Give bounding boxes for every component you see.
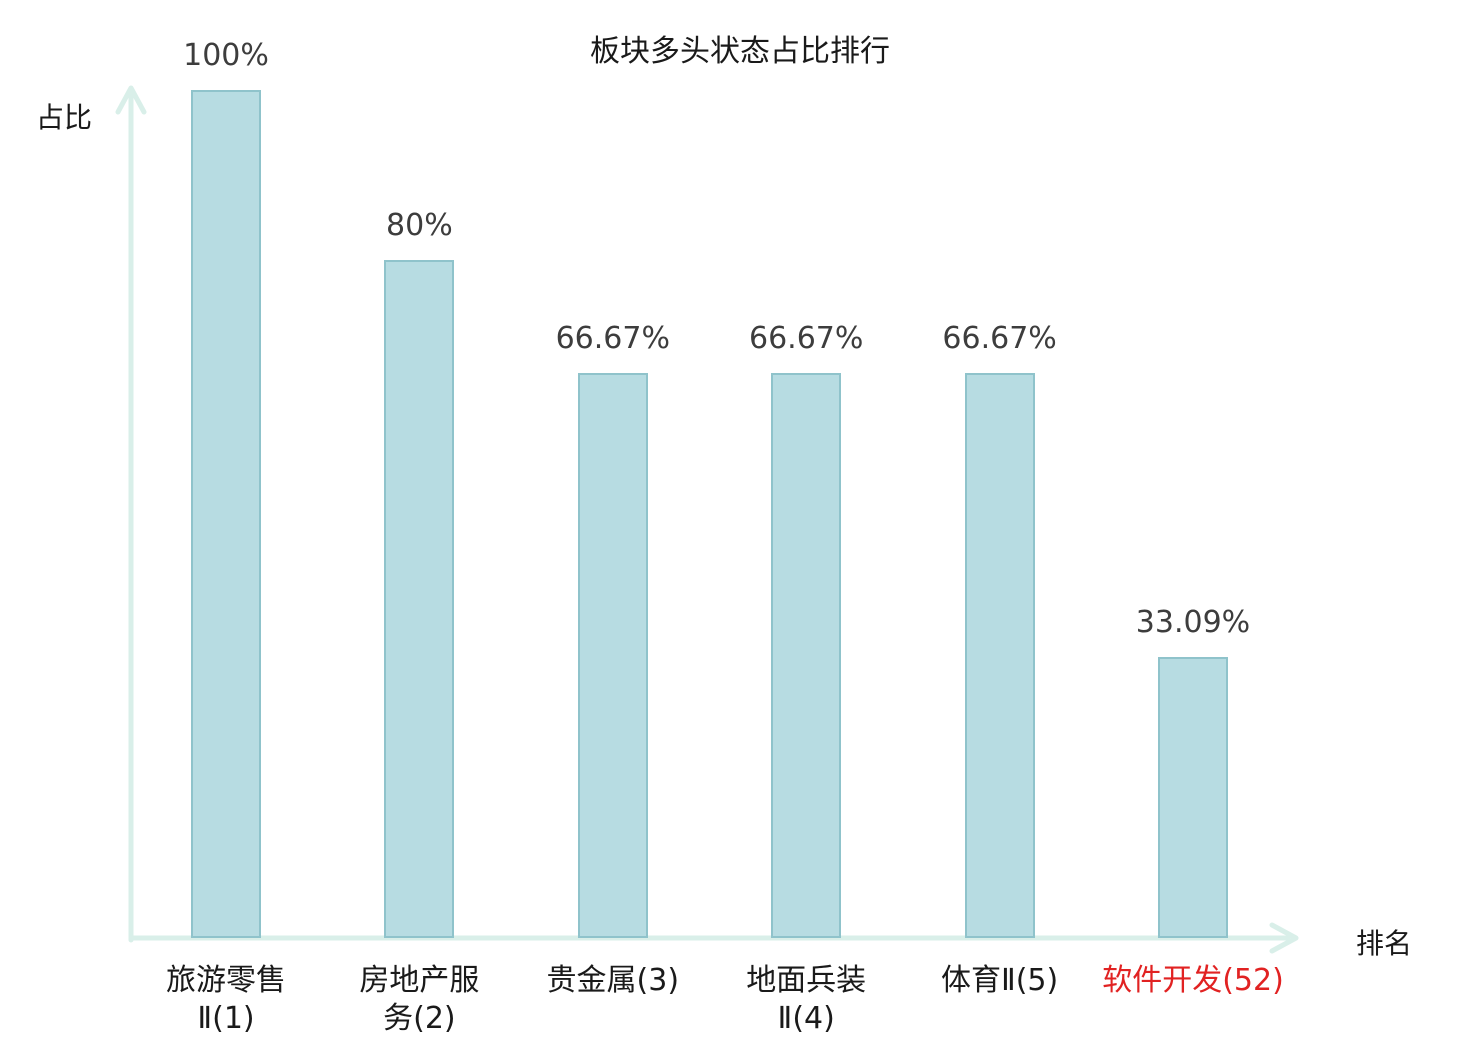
- bar-category-label: 房地产服 务(2): [359, 963, 480, 1036]
- bar-value-label: 80%: [386, 208, 453, 243]
- bar: [964, 373, 1035, 938]
- bar: [191, 90, 261, 938]
- bar-value-label: 66.67%: [555, 321, 670, 356]
- x-axis-arrow-icon: [1269, 922, 1299, 954]
- bar-value-label: 66.67%: [942, 321, 1057, 356]
- bar-value-label: 33.09%: [1135, 605, 1251, 640]
- y-axis-arrow-icon: [115, 85, 147, 115]
- bar-value-label: 100%: [183, 38, 269, 73]
- x-axis-title: 排名: [1356, 927, 1413, 960]
- bar-category-label: 贵金属(3): [546, 963, 680, 998]
- bar: [771, 373, 842, 938]
- x-axis: [128, 922, 1299, 954]
- bar-category-label: 软件开发(52): [1102, 963, 1284, 998]
- bar-category-label: 体育Ⅱ(5): [940, 963, 1059, 998]
- bar: [577, 373, 648, 938]
- bar-value-label: 66.67%: [748, 321, 864, 356]
- y-axis-title: 占比: [36, 101, 93, 134]
- bar-category-label: 旅游零售 Ⅱ(1): [166, 963, 286, 1036]
- bar: [384, 260, 455, 938]
- y-axis: [115, 85, 147, 943]
- bar: [1158, 657, 1228, 938]
- chart-title: 板块多头状态占比排行: [590, 34, 890, 69]
- bar-category-label: 地面兵装 Ⅱ(4): [746, 963, 867, 1036]
